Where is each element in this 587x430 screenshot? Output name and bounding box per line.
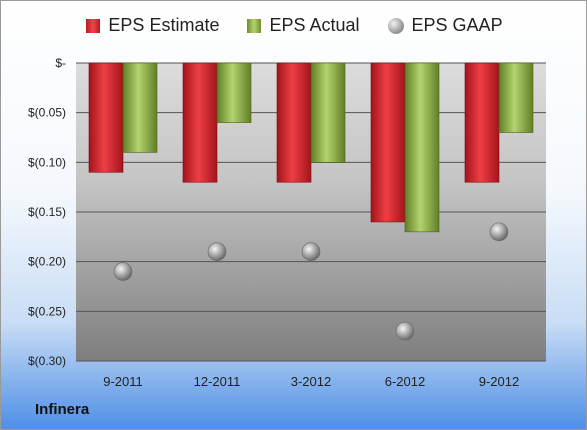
x-tick-label: 9-2012: [479, 374, 519, 389]
legend-swatch-actual: [247, 18, 262, 33]
y-tick-label: $-: [55, 56, 66, 70]
legend-item-eps-gaap: EPS GAAP: [387, 15, 503, 36]
legend-label-estimate: EPS Estimate: [108, 15, 220, 35]
gaap-marker: [113, 262, 133, 281]
legend-swatch-estimate: [86, 18, 101, 33]
legend-item-eps-actual: EPS Actual: [247, 15, 360, 36]
gaap-markers: [113, 222, 509, 341]
legend-item-eps-estimate: EPS Estimate: [86, 15, 219, 36]
x-axis: 9-2011 12-2011 3-2012 6-2012 9-2012: [103, 374, 519, 389]
x-tick-label: 3-2012: [291, 374, 331, 389]
bar-eps-estimate: [370, 62, 406, 223]
bar-eps-estimate: [88, 62, 124, 173]
bar-eps-actual: [498, 62, 534, 133]
bar-eps-estimate: [464, 62, 500, 183]
legend-label-gaap: EPS GAAP: [411, 15, 503, 35]
gaap-marker: [207, 242, 227, 262]
y-tick-label: $(0.25): [28, 304, 66, 318]
x-tick-label: 12-2011: [194, 374, 241, 389]
y-tick-label: $(0.05): [28, 106, 66, 120]
gaap-marker: [489, 222, 509, 242]
gaap-marker: [301, 242, 321, 262]
x-tick-label: 6-2012: [385, 374, 425, 389]
gaap-marker: [395, 321, 415, 341]
bar-eps-estimate: [276, 62, 312, 183]
bar-eps-actual: [310, 62, 346, 163]
x-tick-label: 9-2011: [103, 374, 143, 389]
legend: EPS Estimate EPS Actual EPS GAAP: [1, 15, 586, 36]
y-tick-label: $(0.30): [28, 354, 66, 368]
y-axis: $- $(0.05) $(0.10) $(0.15) $(0.20) $(0.25) $(0…: [28, 56, 66, 368]
bars: [88, 62, 534, 233]
y-tick-label: $(0.15): [28, 205, 66, 219]
legend-swatch-gaap: [387, 17, 404, 34]
company-name: Infinera: [35, 401, 90, 418]
y-tick-label: $(0.20): [28, 255, 66, 269]
bar-eps-actual: [404, 62, 440, 233]
bar-eps-estimate: [182, 62, 218, 183]
bar-eps-actual: [216, 62, 252, 123]
bar-eps-actual: [122, 62, 158, 153]
legend-label-actual: EPS Actual: [269, 15, 360, 35]
y-tick-label: $(0.10): [28, 155, 66, 169]
